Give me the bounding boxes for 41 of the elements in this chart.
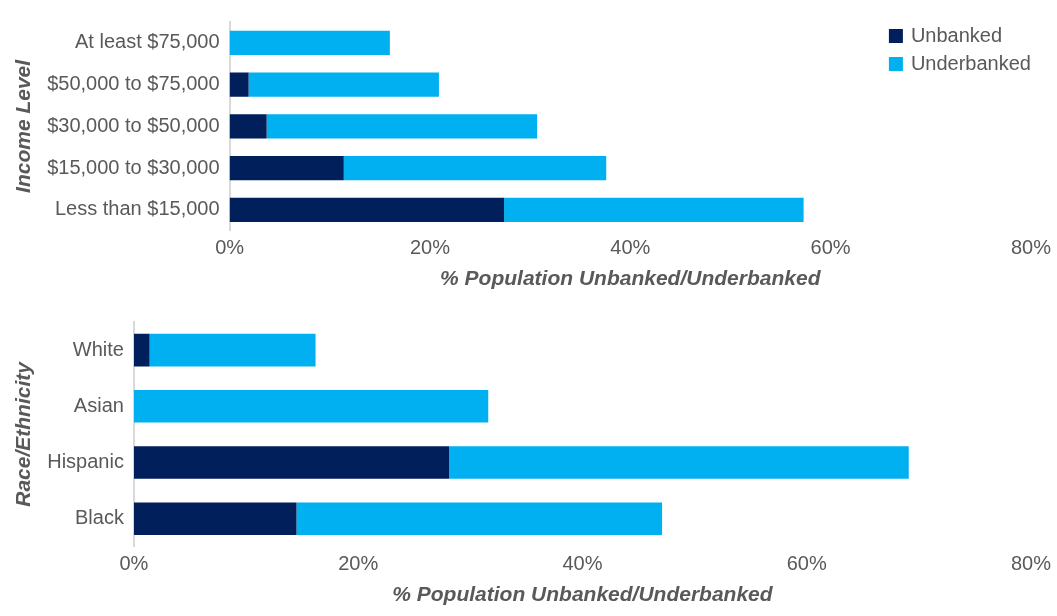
x-axis-title: % Population Unbanked/Underbanked [392, 582, 774, 606]
x-tick-label: 0% [119, 552, 149, 575]
y-axis-title: Race/Ethnicity [11, 360, 35, 507]
x-tick-label: 60% [810, 236, 851, 259]
x-tick-label: 40% [610, 236, 651, 259]
legend-label: Unbanked [910, 23, 1003, 46]
y-tick-label: White [72, 337, 124, 360]
y-tick-label: $30,000 to $50,000 [47, 113, 220, 136]
x-tick-label: 80% [1010, 236, 1052, 259]
bar [343, 156, 607, 181]
x-tick-label: 40% [562, 552, 603, 575]
bar [229, 197, 505, 223]
bar [504, 197, 804, 223]
bar [133, 446, 449, 479]
y-tick-label: Less than $15,000 [54, 197, 220, 220]
bar [133, 502, 297, 535]
bar [449, 446, 909, 479]
bar [229, 30, 390, 55]
bar [248, 72, 439, 97]
bar [296, 502, 663, 535]
y-tick-label: Asian [73, 393, 124, 416]
bar [266, 114, 538, 139]
x-tick-label: 60% [786, 552, 827, 575]
x-tick-label: 20% [409, 236, 451, 259]
y-tick-label: At least $75,000 [75, 30, 220, 53]
bar [133, 390, 489, 423]
legend-label: Underbanked [910, 51, 1031, 74]
y-tick-label: Hispanic [47, 450, 124, 473]
bar [149, 333, 316, 367]
bar [133, 333, 150, 367]
x-tick-label: 20% [338, 552, 379, 575]
y-tick-label: Black [74, 506, 125, 529]
x-tick-label: 80% [1010, 552, 1052, 575]
y-tick-label: $15,000 to $30,000 [47, 155, 220, 178]
x-axis-title: % Population Unbanked/Underbanked [440, 266, 822, 290]
x-tick-label: 0% [215, 236, 245, 259]
bar [229, 156, 344, 181]
bar [229, 114, 267, 139]
bar [229, 72, 249, 97]
y-tick-label: $50,000 to $75,000 [47, 72, 220, 95]
y-axis-title: Income Level [11, 58, 35, 193]
